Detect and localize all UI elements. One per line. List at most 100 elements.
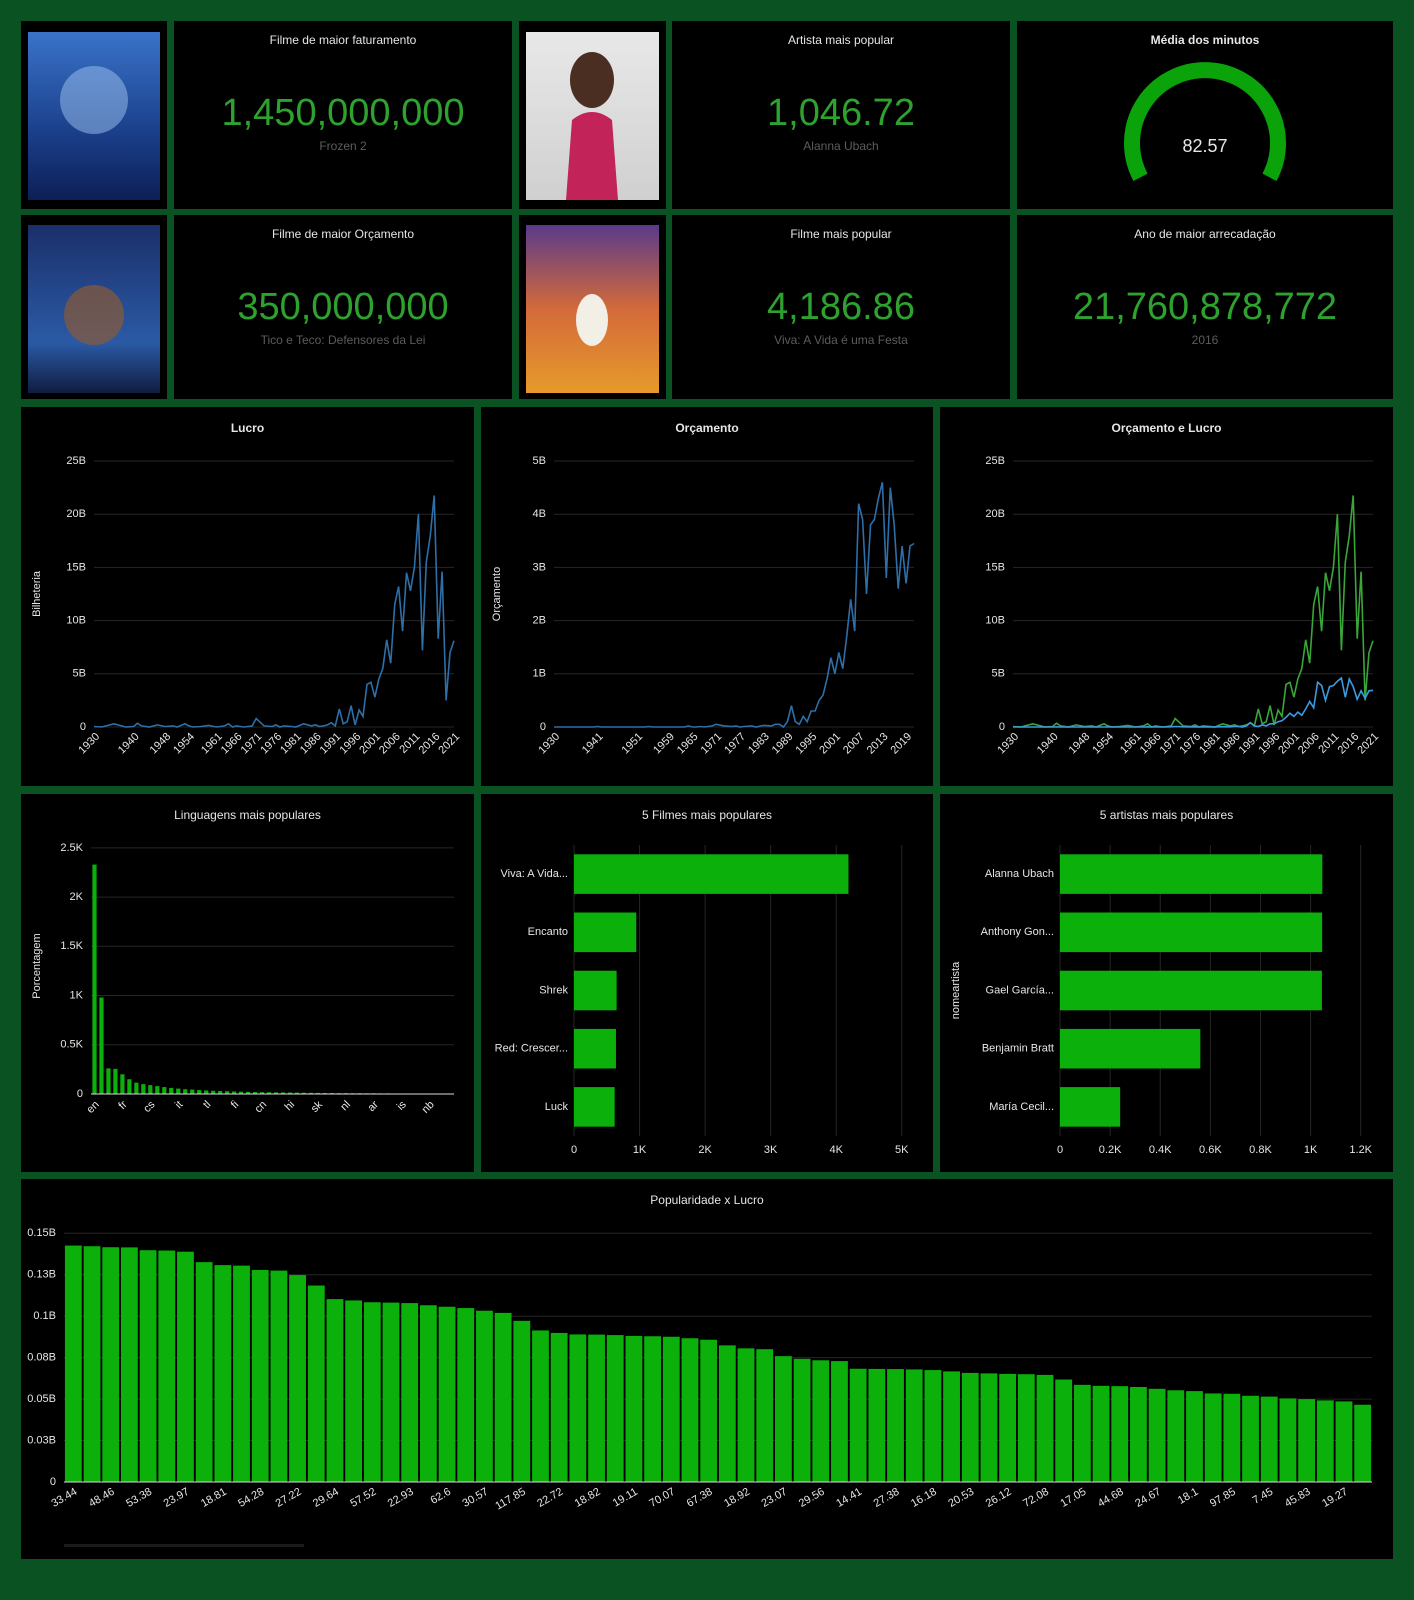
x-tick-label: 0: [571, 1144, 577, 1156]
y-tick-label: 0.1B: [33, 1310, 56, 1322]
y-axis-label: Orçamento: [491, 567, 503, 621]
x-tick-label: 0.8K: [1249, 1144, 1272, 1156]
line-series: [93, 495, 455, 728]
bar: [1111, 1386, 1129, 1482]
chart-title: 5 artistas mais populares: [1100, 808, 1233, 822]
card-subtitle: Frozen 2: [319, 139, 367, 153]
y-tick-label: Benjamin Bratt: [982, 1043, 1054, 1055]
bar: [177, 1251, 194, 1482]
bar: [252, 1092, 258, 1094]
bar: [644, 1336, 662, 1482]
y-tick-label: Viva: A Vida...: [501, 868, 568, 880]
bar: [943, 1371, 960, 1482]
panel: [174, 21, 512, 209]
bar: [382, 1302, 400, 1482]
x-tick-label: 0.6K: [1199, 1144, 1222, 1156]
bar: [849, 1368, 867, 1482]
bar: [574, 1087, 615, 1127]
card-value: 21,760,878,772: [1073, 286, 1337, 328]
y-tick-label: 25B: [66, 455, 86, 467]
y-tick-label: 1K: [70, 989, 84, 1001]
y-tick-label: 2B: [533, 615, 546, 627]
panel: [1017, 215, 1393, 399]
bar: [980, 1373, 998, 1482]
y-tick-label: Alanna Ubach: [985, 868, 1054, 880]
x-tick-label: 0.4K: [1149, 1144, 1172, 1156]
card-value: 4,186.86: [767, 286, 915, 328]
bar: [162, 1087, 167, 1094]
bar: [774, 1356, 792, 1482]
x-tick-label: 5K: [895, 1144, 909, 1156]
y-tick-label: 0: [999, 721, 1005, 733]
bar: [1060, 1087, 1121, 1127]
bar: [197, 1090, 202, 1094]
poster-art: [64, 285, 124, 345]
bar: [183, 1089, 188, 1094]
bar: [550, 1332, 568, 1482]
y-tick-label: Red: Crescer...: [495, 1043, 568, 1055]
y-tick-label: 0: [540, 721, 546, 733]
y-tick-label: 2.5K: [60, 842, 83, 854]
bar: [127, 1079, 132, 1094]
panel: [174, 215, 512, 399]
bar: [273, 1092, 279, 1094]
bar: [999, 1373, 1017, 1482]
bar: [301, 1092, 307, 1094]
bar: [218, 1091, 223, 1094]
bar: [326, 1299, 344, 1482]
bar: [169, 1087, 174, 1094]
bar: [148, 1085, 153, 1094]
x-tick-label: 0.2K: [1099, 1144, 1122, 1156]
images: [28, 32, 659, 393]
y-tick-label: Gael García...: [986, 984, 1054, 996]
bar: [83, 1246, 101, 1482]
chart-title: Orçamento e Lucro: [1111, 421, 1221, 435]
bar: [1335, 1401, 1353, 1482]
scrollbar: [64, 1544, 304, 1547]
bar: [831, 1361, 848, 1482]
bar: [190, 1089, 195, 1094]
bar: [1242, 1395, 1259, 1482]
photo-art: [570, 52, 614, 108]
card-title: Média dos minutos: [1151, 33, 1260, 47]
bar: [363, 1302, 381, 1482]
bar: [574, 854, 849, 894]
y-tick-label: Encanto: [528, 926, 568, 938]
bar: [106, 1068, 111, 1094]
bar: [287, 1092, 293, 1094]
bar: [1223, 1393, 1241, 1482]
bar: [211, 1090, 216, 1094]
chart-title: 5 Filmes mais populares: [642, 808, 772, 822]
bar: [662, 1336, 680, 1482]
gauge-value: 82.57: [1182, 136, 1227, 156]
bar: [1354, 1404, 1372, 1482]
bar: [718, 1345, 736, 1482]
card-title: Filme mais popular: [790, 227, 891, 241]
panel: [21, 794, 474, 1172]
bar: [1036, 1374, 1054, 1482]
bar: [139, 1250, 157, 1482]
bar: [120, 1247, 138, 1482]
y-tick-label: Shrek: [539, 984, 568, 996]
bar: [245, 1091, 251, 1094]
bar: [569, 1334, 587, 1482]
y-tick-label: 1.5K: [60, 940, 83, 952]
card-value: 1,046.72: [767, 92, 915, 134]
bar: [92, 864, 97, 1094]
card-value: 350,000,000: [237, 286, 448, 328]
bar: [606, 1335, 624, 1482]
bar: [625, 1335, 643, 1482]
x-tick-label: 1K: [1304, 1144, 1318, 1156]
bar: [457, 1308, 475, 1482]
panel: [672, 21, 1010, 209]
y-tick-label: 15B: [985, 561, 1005, 573]
bar: [270, 1270, 288, 1482]
bar: [195, 1262, 213, 1482]
bar: [1204, 1393, 1222, 1482]
bar: [1130, 1386, 1147, 1482]
bar: [141, 1084, 146, 1094]
bar: [812, 1360, 830, 1482]
line-series: [554, 482, 915, 729]
y-tick-label: 1B: [533, 668, 546, 680]
